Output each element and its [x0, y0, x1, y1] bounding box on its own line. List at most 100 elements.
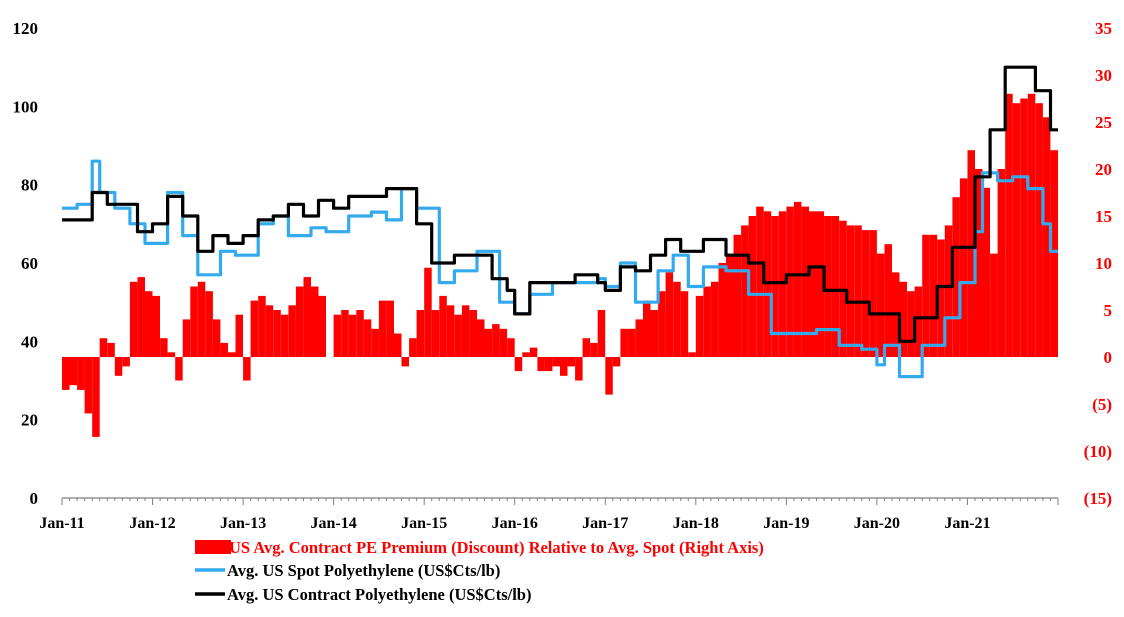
- y-right-tick-label: 10: [1095, 254, 1112, 273]
- premium-bar-40: [363, 319, 372, 357]
- contract-line: [62, 65, 1058, 343]
- premium-bar-3: [84, 357, 93, 414]
- y-right-tick-label: 15: [1095, 207, 1112, 226]
- premium-bar-87: [718, 263, 726, 357]
- premium-bar-47: [416, 310, 425, 357]
- premium-bar-99: [809, 211, 817, 357]
- x-tick-label: Jan-20: [854, 515, 900, 532]
- premium-bar-22: [228, 352, 236, 357]
- premium-bar-41: [371, 328, 379, 357]
- premium-bar-19: [205, 291, 213, 357]
- premium-bar-91: [748, 216, 757, 357]
- premium-bar-9: [129, 281, 138, 357]
- premium-bar-70: [590, 342, 598, 357]
- premium-bar-36: [333, 314, 342, 357]
- premium-bar-53: [461, 305, 470, 357]
- premium-bar-86: [710, 281, 719, 357]
- premium-bar-64: [544, 357, 553, 372]
- premium-bar-17: [190, 286, 198, 357]
- premium-bar-7: [114, 357, 123, 376]
- premium-bar-72: [605, 357, 613, 395]
- premium-bar-66: [560, 357, 568, 376]
- premium-bar-13: [160, 338, 168, 357]
- premium-bar-101: [824, 216, 832, 357]
- premium-bar-21: [220, 342, 228, 357]
- premium-bar-116: [937, 239, 945, 357]
- premium-bar-85: [703, 286, 711, 357]
- premium-bar-60: [514, 357, 523, 372]
- premium-bar-131: [1050, 150, 1058, 357]
- premium-bar-74: [620, 328, 628, 357]
- axes: Jan-11 Jan-12 Jan-13 Jan-14 Jan-15 Jan-16 Jan-…: [13, 19, 1113, 532]
- x-tick-label: Jan-21: [944, 515, 990, 532]
- premium-bar-89: [733, 234, 741, 357]
- premium-bar-26: [258, 295, 266, 357]
- premium-bar-34: [318, 295, 326, 357]
- legend-swatch-premium: [195, 540, 231, 554]
- premium-bar-71: [597, 310, 606, 357]
- premium-bar-111: [899, 281, 907, 357]
- premium-bar-45: [401, 357, 409, 367]
- premium-bar-120: [967, 150, 975, 357]
- y-left-tick-label: 120: [13, 19, 39, 38]
- y-right-tick-label: 5: [1104, 301, 1113, 320]
- premium-bar-124: [997, 169, 1006, 357]
- series-lines: [62, 65, 1058, 379]
- premium-bar-5: [99, 338, 108, 357]
- x-tick-label: Jan-19: [763, 515, 809, 532]
- premium-bar-56: [484, 328, 492, 357]
- premium-bar-46: [409, 338, 417, 357]
- premium-bar-6: [107, 342, 115, 357]
- premium-bar-57: [492, 324, 500, 357]
- premium-bar-121: [975, 169, 983, 357]
- premium-bar-129: [1035, 103, 1043, 357]
- x-tick-label: Jan-16: [492, 515, 538, 532]
- premium-bar-107: [869, 230, 877, 357]
- legend-label-premium: US Avg. Contract PE Premium (Discount) R…: [229, 538, 764, 557]
- premium-bar-108: [876, 253, 885, 357]
- premium-bar-38: [348, 314, 357, 357]
- premium-bar-11: [145, 291, 153, 357]
- premium-bar-54: [469, 310, 477, 357]
- premium-bar-8: [122, 357, 130, 367]
- premium-bar-30: [288, 305, 296, 357]
- premium-bar-0: [62, 357, 70, 390]
- premium-bar-29: [280, 314, 289, 357]
- premium-bar-102: [831, 216, 840, 357]
- premium-bar-31: [295, 286, 304, 357]
- premium-bar-1: [69, 357, 77, 386]
- premium-bar-125: [1005, 93, 1013, 358]
- premium-bar-77: [643, 300, 651, 357]
- premium-bar-78: [650, 310, 658, 357]
- premium-bar-109: [884, 244, 892, 357]
- premium-bar-75: [627, 328, 636, 357]
- premium-bar-98: [801, 206, 809, 357]
- premium-bar-4: [92, 357, 100, 437]
- x-tick-label: Jan-14: [311, 515, 357, 532]
- premium-bar-126: [1012, 103, 1021, 357]
- y-right-tick-label: 30: [1095, 66, 1112, 85]
- premium-bar-32: [303, 277, 311, 357]
- premium-bar-106: [861, 230, 870, 357]
- x-tick-label: Jan-12: [129, 515, 175, 532]
- premium-bar-12: [152, 295, 160, 357]
- premium-bar-42: [378, 300, 387, 357]
- premium-bar-117: [944, 225, 953, 357]
- y-right-tick-label: 35: [1095, 19, 1112, 38]
- premium-bar-15: [175, 357, 183, 381]
- premium-bar-44: [394, 333, 402, 357]
- premium-bar-61: [522, 352, 530, 357]
- x-tick-label: Jan-11: [39, 515, 84, 532]
- premium-bar-104: [846, 225, 855, 357]
- premium-bar-55: [477, 319, 485, 357]
- premium-bar-65: [552, 357, 560, 367]
- premium-bar-52: [454, 314, 462, 357]
- premium-bar-69: [582, 338, 591, 357]
- premium-bar-79: [658, 291, 666, 357]
- premium-bar-14: [167, 352, 176, 357]
- y-right-tick-label: 0: [1104, 348, 1113, 367]
- y-right-tick-label: (15): [1084, 489, 1112, 508]
- premium-bars: [62, 93, 1058, 437]
- y-right-tick-label: 20: [1095, 160, 1112, 179]
